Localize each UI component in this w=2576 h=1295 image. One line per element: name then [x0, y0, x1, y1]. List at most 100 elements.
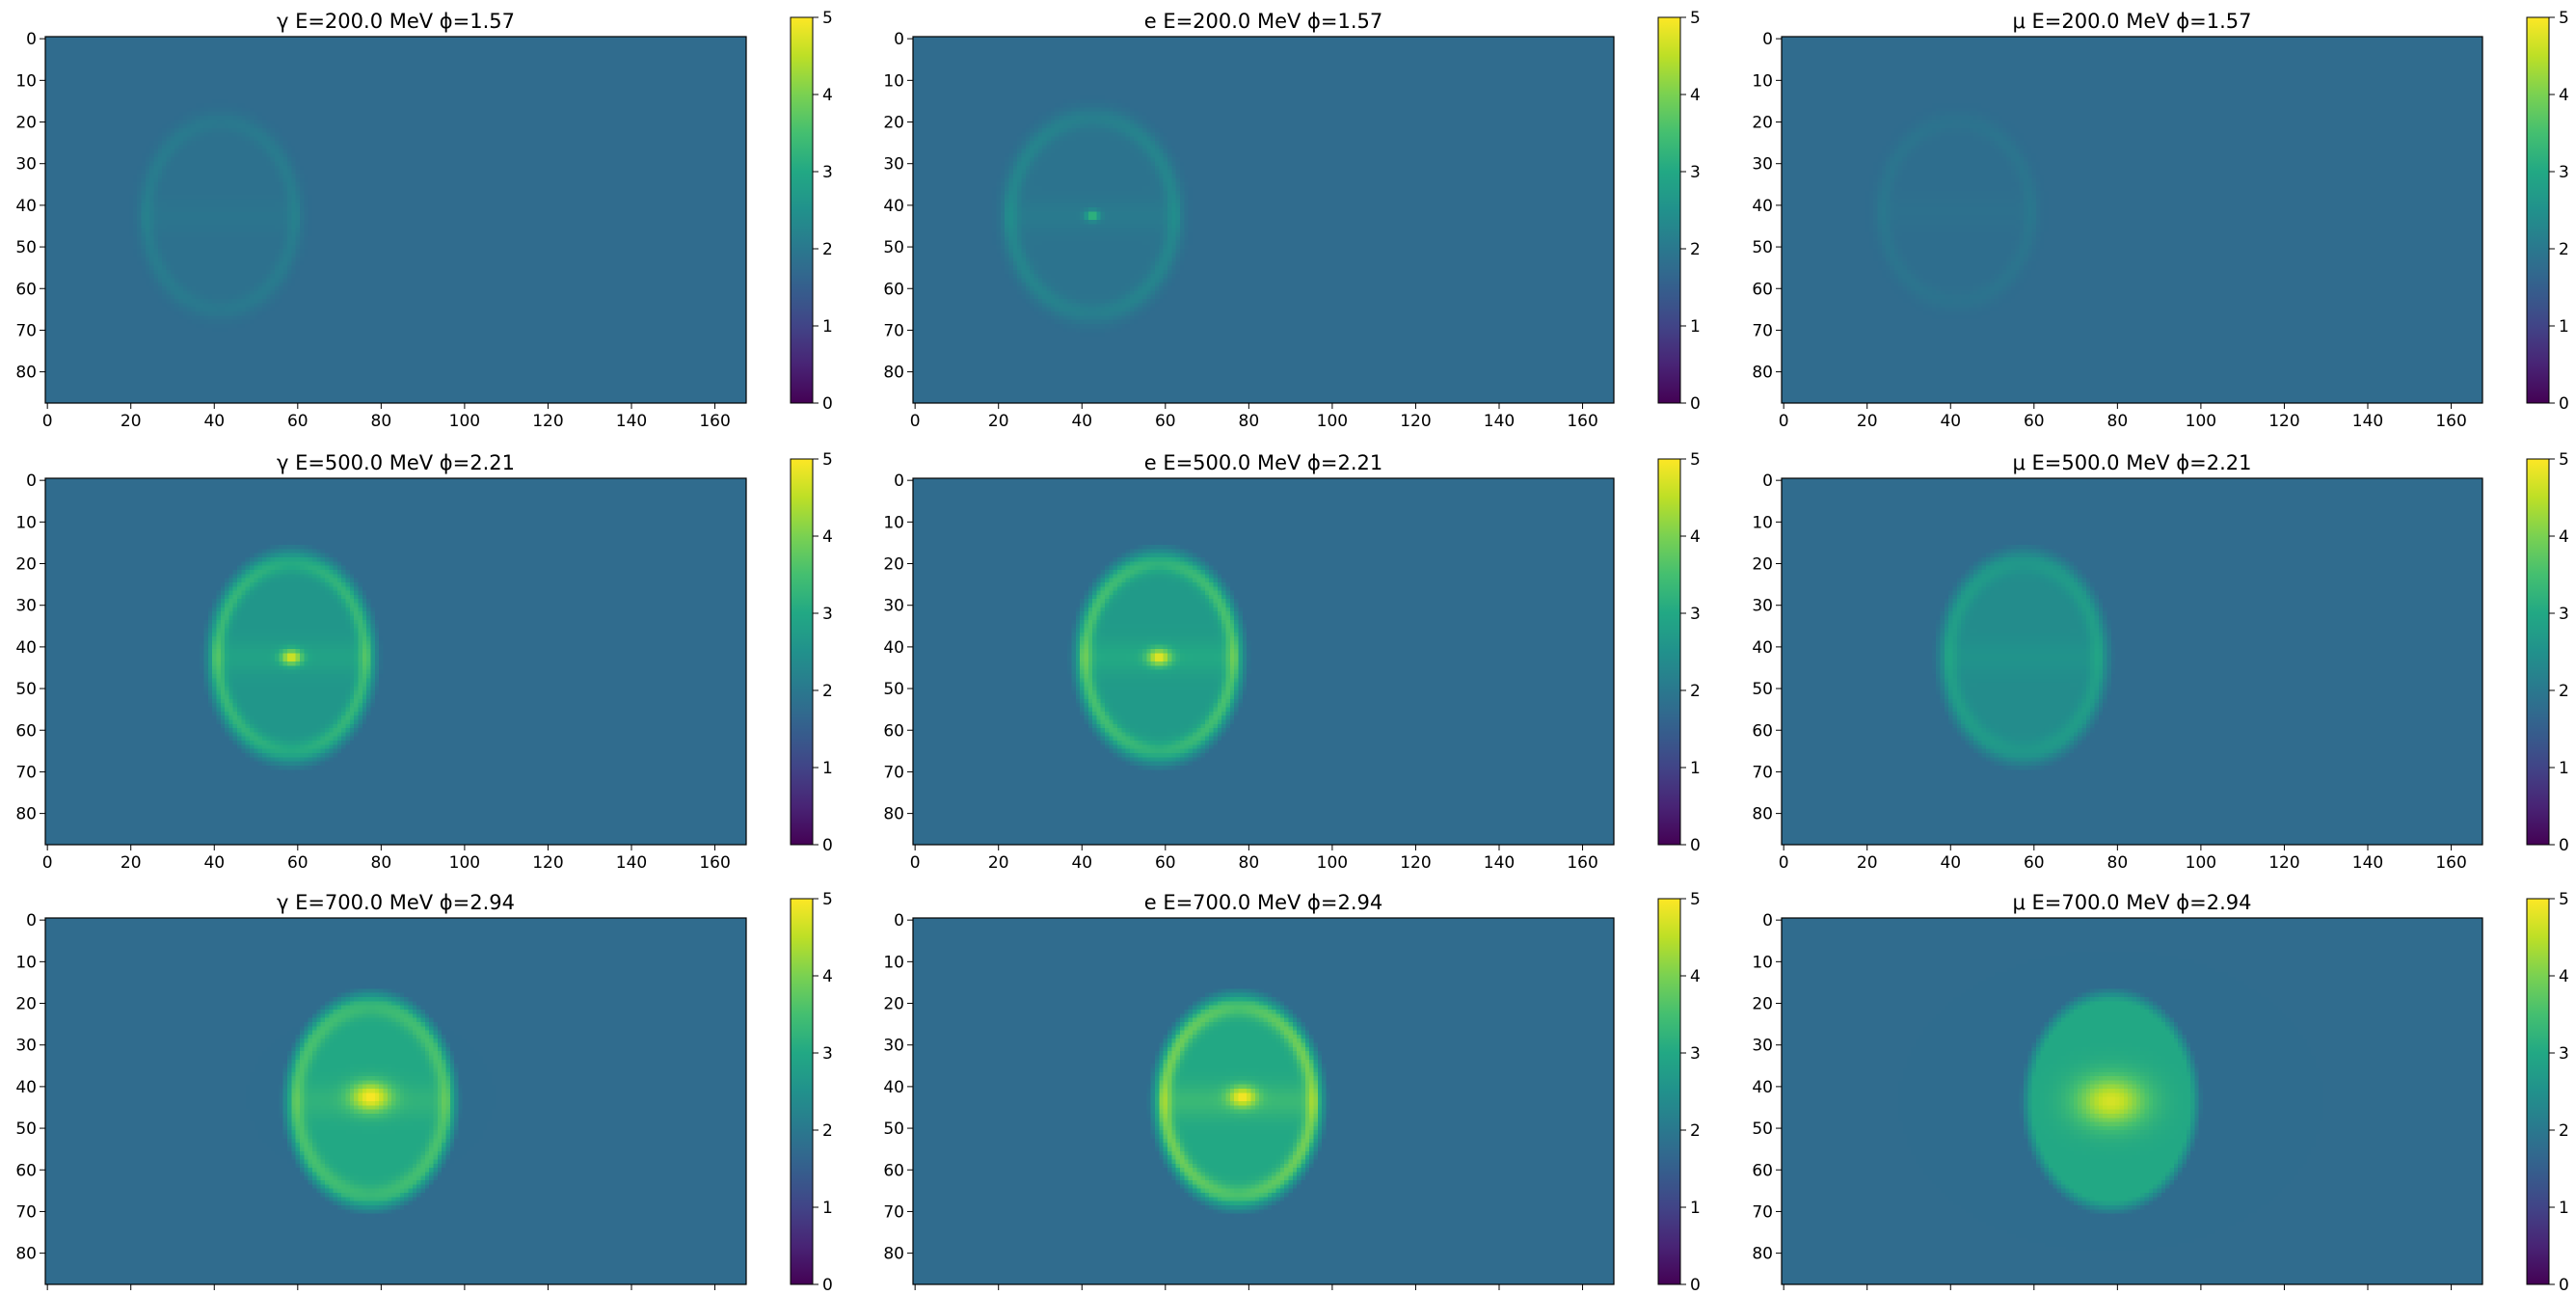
colorbar-tick-label: 5: [1690, 9, 1701, 28]
y-tick-label: 60: [1752, 280, 1773, 299]
y-tick-label: 10: [1752, 953, 1773, 972]
y-tick-label: 30: [883, 1037, 904, 1056]
colorbar-tick-label: 5: [2559, 450, 2569, 470]
y-tick-label: 20: [883, 555, 904, 575]
x-tick-label: 80: [371, 412, 392, 431]
x-tick-label: 0: [42, 1293, 53, 1295]
x-tick-label: 100: [449, 853, 480, 873]
x-tick-label: 40: [1940, 412, 1961, 431]
x-tick-label: 20: [988, 412, 1009, 431]
x-tick-label: 160: [2435, 1293, 2466, 1295]
y-tick-label: 0: [894, 911, 904, 931]
x-tick-label: 140: [2352, 1293, 2383, 1295]
heatmap-image: [913, 37, 1614, 403]
panel-title: e E=200.0 MeV ϕ=1.57: [1144, 10, 1383, 33]
x-tick-label: 20: [1857, 1293, 1878, 1295]
y-tick-label: 30: [883, 155, 904, 175]
x-tick-label: 60: [287, 853, 309, 873]
colorbar-tick-label: 1: [1690, 317, 1701, 337]
axes-frame: [912, 36, 1615, 404]
colorbar-tick-label: 1: [2559, 317, 2569, 337]
x-tick-label: 120: [532, 1293, 563, 1295]
y-tick-label: 50: [1752, 1120, 1773, 1139]
colorbar-tick-label: 1: [822, 759, 833, 778]
y-tick-label: 0: [26, 472, 37, 491]
x-tick-label: 40: [1071, 853, 1092, 873]
y-tick-label: 20: [1752, 555, 1773, 575]
colorbar-frame: [790, 898, 814, 1285]
colorbar-tick-label: 0: [1690, 836, 1701, 855]
colorbar-tick-label: 4: [1690, 527, 1701, 547]
colorbar-frame: [2526, 458, 2550, 846]
colorbar-tick-label: 3: [2559, 605, 2569, 624]
y-tick-label: 30: [883, 597, 904, 616]
colorbar-tick-label: 1: [822, 317, 833, 337]
x-tick-label: 100: [449, 1293, 480, 1295]
x-tick-label: 60: [2024, 1293, 2045, 1295]
x-tick-label: 40: [1940, 1293, 1961, 1295]
x-tick-label: 100: [1317, 412, 1348, 431]
y-tick-label: 50: [883, 1120, 904, 1139]
panel-1: γ E=200.0 MeV ϕ=1.570 20 40 60 80 100 120 140 16…: [15, 9, 832, 431]
axes-frame: [44, 917, 747, 1285]
x-tick-label: 60: [287, 1293, 309, 1295]
colorbar-tick-label: 0: [1690, 1276, 1701, 1295]
y-tick-label: 50: [1752, 238, 1773, 257]
x-tick-label: 120: [1400, 1293, 1431, 1295]
y-tick-label: 50: [15, 238, 37, 257]
colorbar-tick-label: 1: [1690, 1199, 1701, 1218]
y-tick-label: 80: [15, 805, 37, 824]
x-tick-label: 100: [1317, 1293, 1348, 1295]
y-tick-label: 80: [883, 364, 904, 383]
colorbar-tick-label: 4: [2559, 527, 2569, 547]
y-tick-label: 0: [26, 30, 37, 49]
heatmap-image: [45, 918, 746, 1284]
y-tick-label: 10: [1752, 71, 1773, 91]
y-tick-label: 40: [15, 638, 37, 658]
colorbar-tick-label: 3: [822, 163, 833, 182]
heatmap-image: [1782, 918, 2482, 1284]
x-tick-label: 40: [1071, 412, 1092, 431]
panel-title: γ E=500.0 MeV ϕ=2.21: [277, 451, 515, 474]
axes-frame: [912, 477, 1615, 846]
x-tick-label: 40: [203, 853, 225, 873]
panel-3: μ E=200.0 MeV ϕ=1.570 20 40 60 80 100 120 140 16…: [1752, 9, 2568, 431]
colorbar: [1658, 459, 1680, 845]
x-tick-label: 140: [616, 1293, 647, 1295]
colorbar-tick-label: 3: [2559, 1044, 2569, 1064]
colorbar-tick-label: 2: [822, 1121, 833, 1141]
y-tick-label: 80: [883, 805, 904, 824]
axes-frame: [44, 36, 747, 404]
x-tick-label: 160: [699, 1293, 730, 1295]
y-tick-label: 80: [15, 1245, 37, 1264]
y-tick-label: 10: [883, 71, 904, 91]
y-tick-label: 80: [1752, 1245, 1773, 1264]
y-tick-label: 10: [1752, 513, 1773, 532]
x-tick-label: 160: [1567, 1293, 1597, 1295]
colorbar-tick-label: 0: [2559, 394, 2569, 414]
y-tick-label: 60: [883, 280, 904, 299]
x-tick-label: 120: [532, 412, 563, 431]
colorbar-tick-label: 4: [1690, 967, 1701, 986]
x-tick-label: 0: [42, 412, 53, 431]
y-tick-label: 0: [26, 911, 37, 931]
colorbar: [1658, 899, 1680, 1284]
y-tick-label: 80: [1752, 364, 1773, 383]
y-tick-label: 70: [883, 321, 904, 340]
x-tick-label: 80: [2107, 412, 2129, 431]
heatmap-image: [913, 478, 1614, 845]
colorbar-tick-label: 5: [2559, 890, 2569, 909]
colorbar-frame: [1657, 16, 1681, 404]
y-tick-label: 70: [1752, 321, 1773, 340]
x-tick-label: 60: [2024, 412, 2045, 431]
y-tick-label: 30: [15, 155, 37, 175]
colorbar-tick-label: 5: [822, 450, 833, 470]
x-tick-label: 60: [2024, 853, 2045, 873]
x-tick-label: 20: [121, 412, 142, 431]
x-tick-label: 140: [1484, 1293, 1515, 1295]
panel-2: e E=200.0 MeV ϕ=1.570 20 40 60 80 100 120 140 16…: [883, 9, 1700, 431]
colorbar: [2527, 899, 2549, 1284]
axes-frame: [44, 477, 747, 846]
x-tick-label: 0: [1779, 853, 1789, 873]
colorbar-tick-label: 1: [822, 1199, 833, 1218]
